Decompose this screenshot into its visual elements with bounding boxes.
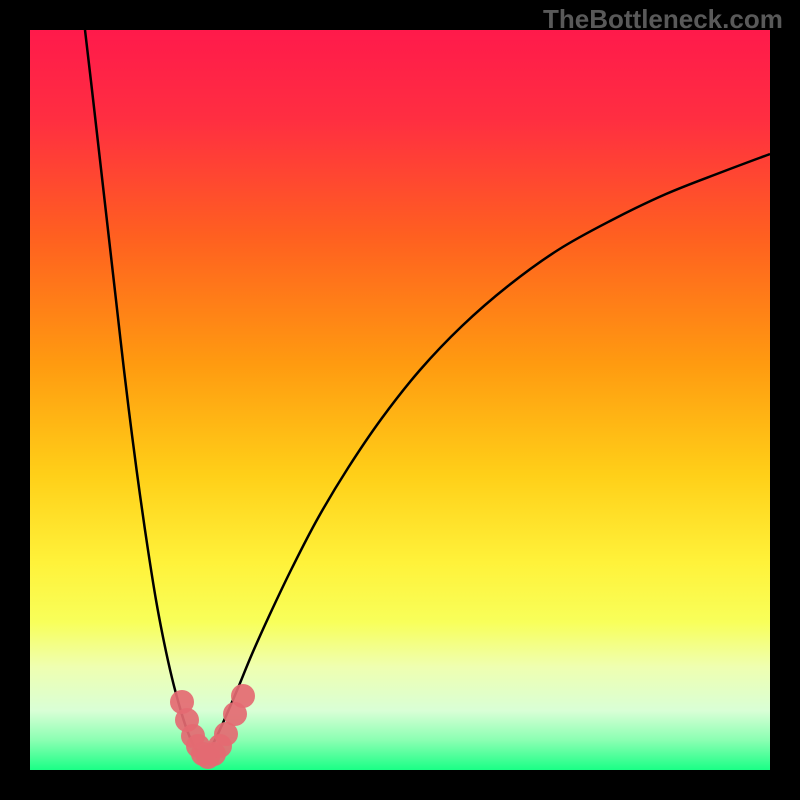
gradient-background — [30, 30, 770, 770]
marker-dot — [231, 684, 255, 708]
chart-svg — [30, 30, 770, 770]
plot-area — [30, 30, 770, 770]
watermark-text: TheBottleneck.com — [543, 4, 783, 35]
